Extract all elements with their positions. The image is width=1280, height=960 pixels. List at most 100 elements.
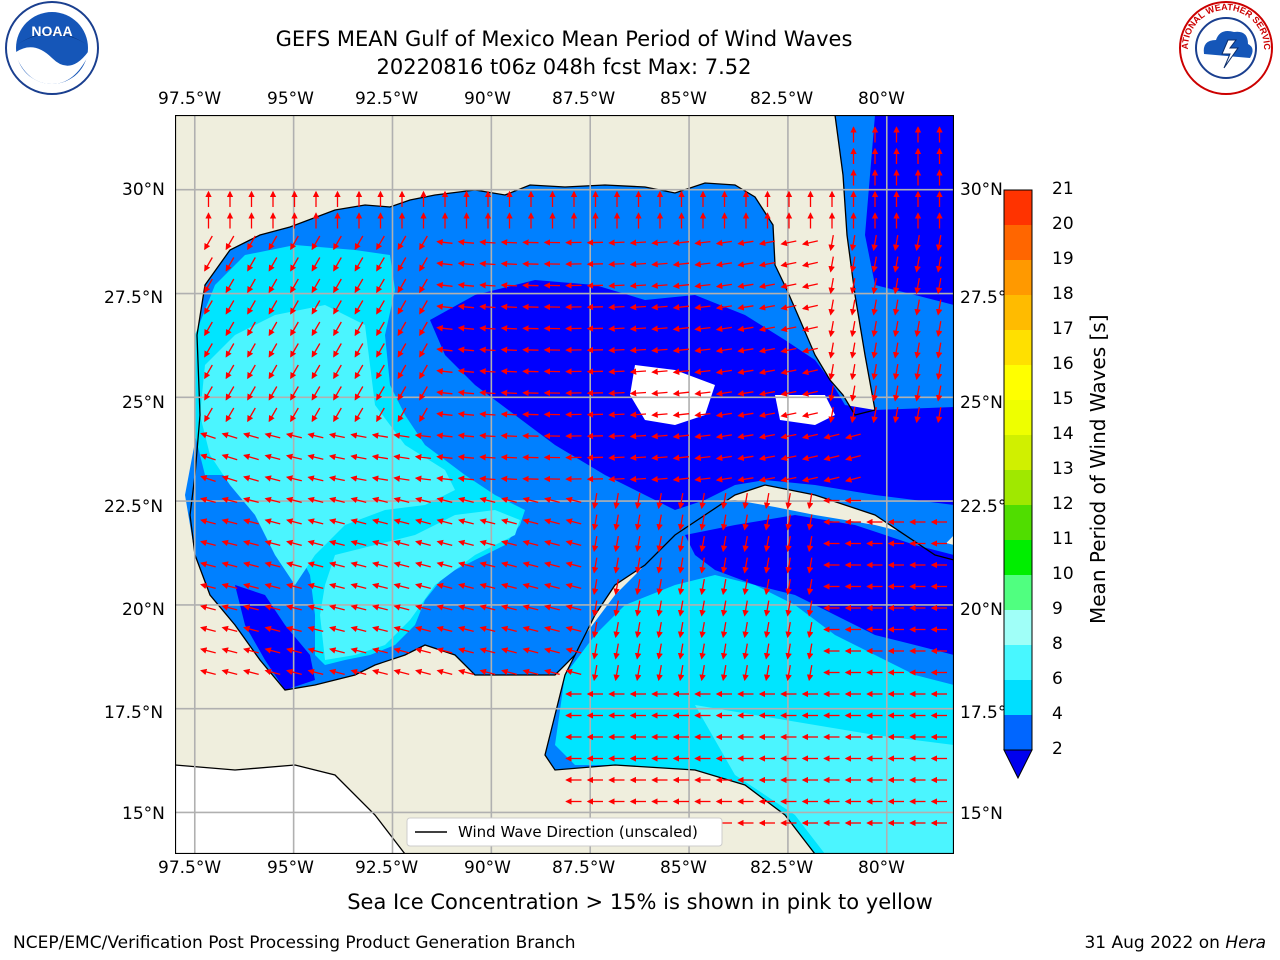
wave-direction-arrow [458, 668, 474, 676]
wave-direction-arrow [629, 475, 647, 483]
wave-direction-arrow [500, 325, 518, 332]
lon-label-bottom: 80°W [858, 858, 905, 878]
wave-direction-arrow [268, 343, 278, 358]
wave-direction-arrow [656, 643, 663, 660]
wave-direction-arrow [415, 518, 431, 525]
wave-direction-arrow [801, 390, 818, 397]
wave-direction-arrow [204, 278, 213, 294]
wave-direction-arrow [415, 625, 431, 633]
wave-direction-arrow [871, 385, 878, 402]
wave-direction-arrow [419, 235, 428, 251]
wave-direction-arrow [742, 621, 749, 639]
wave-direction-arrow [629, 260, 647, 268]
wave-direction-arrow [871, 277, 878, 295]
wave-direction-arrow [307, 475, 324, 482]
wave-direction-arrow [651, 432, 668, 440]
wave-direction-arrow [397, 364, 407, 380]
wave-direction-arrow [871, 320, 878, 338]
colorbar-tick-label: 14 [1052, 424, 1074, 444]
wave-direction-arrow [629, 411, 647, 418]
wave-direction-arrow [629, 454, 647, 461]
wave-direction-arrow [436, 496, 453, 504]
wave-direction-arrow [221, 604, 238, 611]
wave-direction-arrow [651, 260, 668, 268]
lat-label-left: 20°N [122, 600, 165, 620]
wave-direction-arrow [458, 518, 474, 525]
wave-direction-arrow [479, 454, 496, 461]
sea-ice-note: Sea Ice Concentration > 15% is shown in … [347, 890, 933, 914]
wave-direction-arrow [436, 368, 453, 375]
wave-direction-arrow [828, 320, 835, 338]
wave-direction-arrow [264, 625, 281, 633]
wave-direction-arrow [699, 600, 706, 617]
wave-direction-arrow [629, 303, 647, 311]
wave-direction-arrow [479, 411, 496, 418]
wave-direction-arrow [699, 643, 706, 660]
wave-direction-arrow [785, 535, 792, 553]
wave-direction-arrow [694, 433, 711, 440]
wave-direction-arrow [376, 257, 385, 272]
wave-direction-arrow [715, 325, 732, 333]
wave-direction-arrow [393, 582, 410, 590]
wave-direction-arrow [656, 600, 663, 617]
wave-direction-arrow [608, 239, 625, 246]
wave-direction-arrow [677, 514, 685, 531]
wave-direction-arrow [522, 582, 539, 590]
wave-direction-arrow [247, 364, 256, 380]
wave-direction-arrow [742, 535, 749, 553]
wave-direction-arrow [376, 321, 385, 337]
wave-direction-arrow [479, 239, 496, 246]
wave-direction-arrow [651, 389, 668, 397]
wave-direction-arrow [845, 476, 861, 483]
wave-direction-arrow [457, 432, 475, 440]
wave-direction-arrow [350, 604, 367, 611]
wave-direction-arrow [376, 235, 385, 251]
colorbar-segment [1004, 610, 1032, 645]
wave-direction-arrow [329, 582, 345, 590]
wave-direction-arrow [737, 239, 754, 247]
lat-label-left: 15°N [122, 804, 165, 824]
wave-direction-arrow [544, 647, 560, 654]
wave-direction-arrow [828, 385, 835, 402]
wave-direction-arrow [565, 625, 582, 633]
wave-direction-arrow [221, 475, 238, 482]
wave-direction-arrow [221, 453, 238, 461]
colorbar-segment [1004, 575, 1032, 610]
wave-direction-arrow [290, 235, 299, 251]
wave-direction-arrow [264, 432, 281, 439]
wave-direction-arrow [221, 582, 238, 590]
wave-direction-arrow [758, 282, 776, 290]
wave-direction-arrow [225, 386, 235, 401]
wave-direction-arrow [328, 432, 345, 439]
wave-direction-arrow [204, 343, 213, 358]
wave-direction-arrow [479, 325, 496, 332]
wave-direction-arrow [221, 625, 238, 633]
wave-direction-arrow [479, 260, 496, 268]
wave-direction-arrow [892, 277, 900, 295]
wave-direction-arrow [328, 453, 345, 461]
wave-direction-arrow [806, 514, 814, 531]
wave-direction-arrow [613, 643, 620, 660]
lon-label-top: 82.5°W [750, 89, 814, 109]
wave-direction-arrow [801, 476, 818, 483]
wave-direction-arrow [436, 604, 453, 611]
colorbar-tick-label: 19 [1052, 249, 1074, 269]
wave-direction-arrow [914, 299, 921, 316]
wave-direction-arrow [328, 475, 345, 482]
wave-direction-arrow [376, 343, 385, 358]
wave-direction-arrow [307, 668, 324, 676]
wave-period-lt2-bay [235, 585, 315, 690]
wave-direction-arrow [544, 496, 560, 504]
wave-direction-arrow [801, 261, 818, 268]
lat-label-left: 30°N [122, 180, 165, 200]
wave-direction-arrow [914, 406, 921, 424]
wave-direction-arrow [677, 664, 685, 682]
wave-direction-arrow [544, 668, 560, 676]
wave-direction-arrow [720, 643, 728, 660]
wave-direction-arrow [892, 363, 900, 381]
wave-direction-arrow [436, 239, 453, 246]
wave-direction-arrow [372, 496, 388, 504]
lon-label-bottom: 92.5°W [355, 858, 419, 878]
wave-direction-arrow [457, 303, 475, 311]
wave-direction-arrow [350, 582, 367, 590]
